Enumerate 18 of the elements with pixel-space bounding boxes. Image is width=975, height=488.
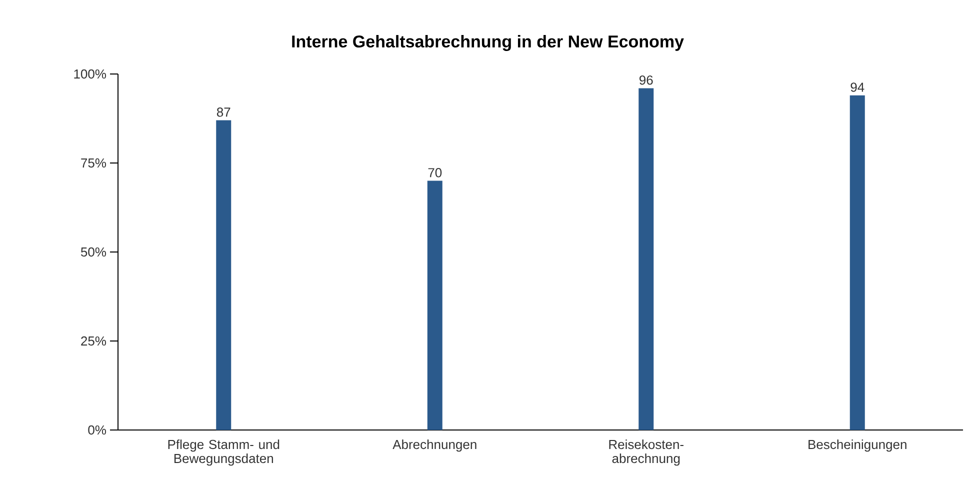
y-tick-label: 75% <box>81 158 106 168</box>
x-tick-label: Bescheinigungen <box>808 440 906 452</box>
data-label: 96 <box>640 75 653 85</box>
bar <box>850 95 865 430</box>
bar <box>638 88 654 430</box>
y-tick-label: 50% <box>80 247 106 257</box>
x-tick-label: Reisekosten-abrechnung <box>609 440 684 466</box>
chart-title: Interne Gehaltsabrechnung in der New Economy <box>292 35 684 51</box>
bar <box>216 120 232 430</box>
y-tick-label: 0% <box>88 425 106 435</box>
y-tick-label: 25% <box>81 336 106 346</box>
x-tick-label: Pflege Stamm- und Bewegungsdaten <box>168 440 280 466</box>
data-label: 87 <box>216 108 230 117</box>
x-tick-label: Abrechnungen <box>392 440 476 452</box>
y-tick-label: 100% <box>74 69 106 79</box>
data-label: 70 <box>428 168 442 178</box>
data-label: 94 <box>850 82 864 92</box>
bar <box>427 180 442 430</box>
